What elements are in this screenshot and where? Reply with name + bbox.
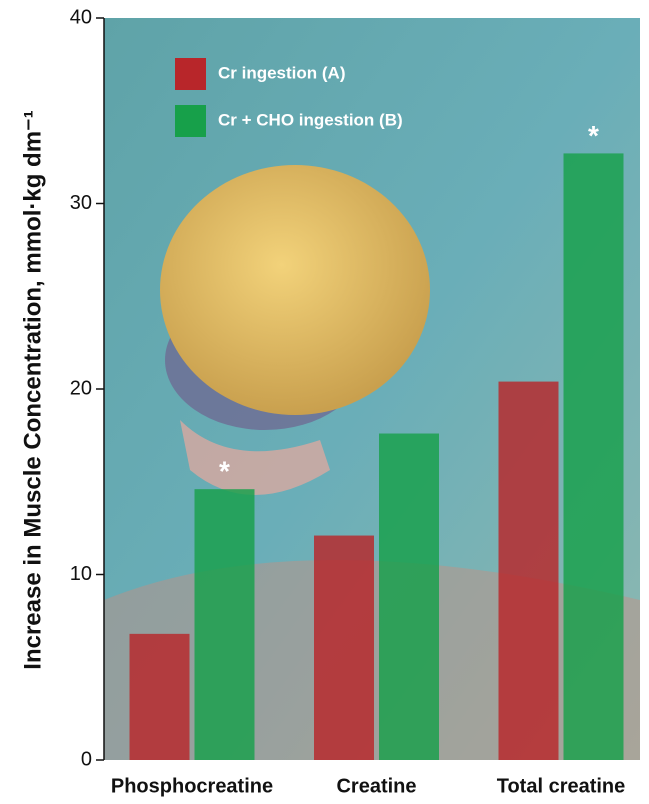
bar <box>498 381 559 760</box>
legend-label: Cr ingestion (A) <box>218 63 346 82</box>
y-tick-label: 30 <box>70 192 92 214</box>
legend-swatch <box>175 58 206 90</box>
bar <box>129 633 190 760</box>
y-tick-label: 40 <box>70 6 92 28</box>
legend-swatch <box>175 105 206 137</box>
y-tick-label: 10 <box>70 563 92 585</box>
bar <box>379 433 439 760</box>
x-tick-label: Phosphocreatine <box>111 775 273 797</box>
annotation: * <box>588 120 599 151</box>
bar <box>563 153 624 761</box>
x-tick-label: Creatine <box>336 775 416 797</box>
bar <box>194 489 255 760</box>
y-tick-label: 0 <box>81 748 92 770</box>
y-axis-label: Increase in Muscle Concentration, mmol·k… <box>19 110 46 669</box>
annotation: * <box>219 456 230 487</box>
legend-label: Cr + CHO ingestion (B) <box>218 110 403 129</box>
x-tick-label: Total creatine <box>497 775 626 797</box>
bar <box>314 535 374 760</box>
y-tick-label: 20 <box>70 377 92 399</box>
